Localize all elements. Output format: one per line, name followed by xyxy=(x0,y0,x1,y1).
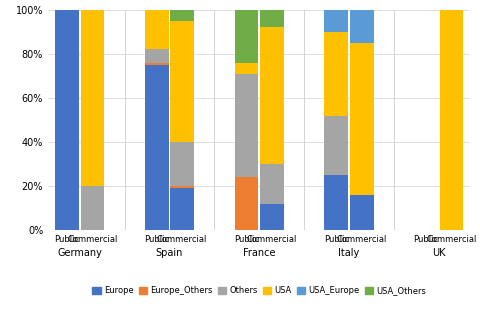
Bar xyxy=(235,177,258,230)
Bar xyxy=(145,49,168,63)
Text: UK: UK xyxy=(432,248,445,258)
Bar xyxy=(324,10,348,32)
Text: Spain: Spain xyxy=(156,248,183,258)
Bar xyxy=(55,10,79,230)
Bar xyxy=(145,63,168,65)
Bar xyxy=(350,195,373,230)
Bar xyxy=(324,175,348,230)
Text: Germany: Germany xyxy=(57,248,102,258)
Bar xyxy=(81,186,104,230)
Text: Italy: Italy xyxy=(338,248,360,258)
Bar xyxy=(170,10,194,21)
Bar xyxy=(260,164,284,204)
Bar xyxy=(235,74,258,177)
Bar xyxy=(350,43,373,195)
Bar xyxy=(324,116,348,175)
Bar xyxy=(260,10,284,27)
Bar xyxy=(170,186,194,188)
Text: France: France xyxy=(243,248,276,258)
Bar xyxy=(170,188,194,230)
Legend: Europe, Europe_Others, Others, USA, USA_Europe, USA_Others: Europe, Europe_Others, Others, USA, USA_… xyxy=(89,283,430,299)
Bar xyxy=(170,142,194,186)
Bar xyxy=(324,32,348,116)
Bar xyxy=(170,20,194,142)
Bar xyxy=(235,63,258,74)
Bar xyxy=(260,204,284,230)
Bar xyxy=(350,10,373,43)
Bar xyxy=(145,65,168,230)
Bar xyxy=(145,10,168,49)
Bar xyxy=(440,10,463,230)
Bar xyxy=(235,10,258,63)
Bar xyxy=(260,27,284,164)
Bar xyxy=(81,10,104,186)
